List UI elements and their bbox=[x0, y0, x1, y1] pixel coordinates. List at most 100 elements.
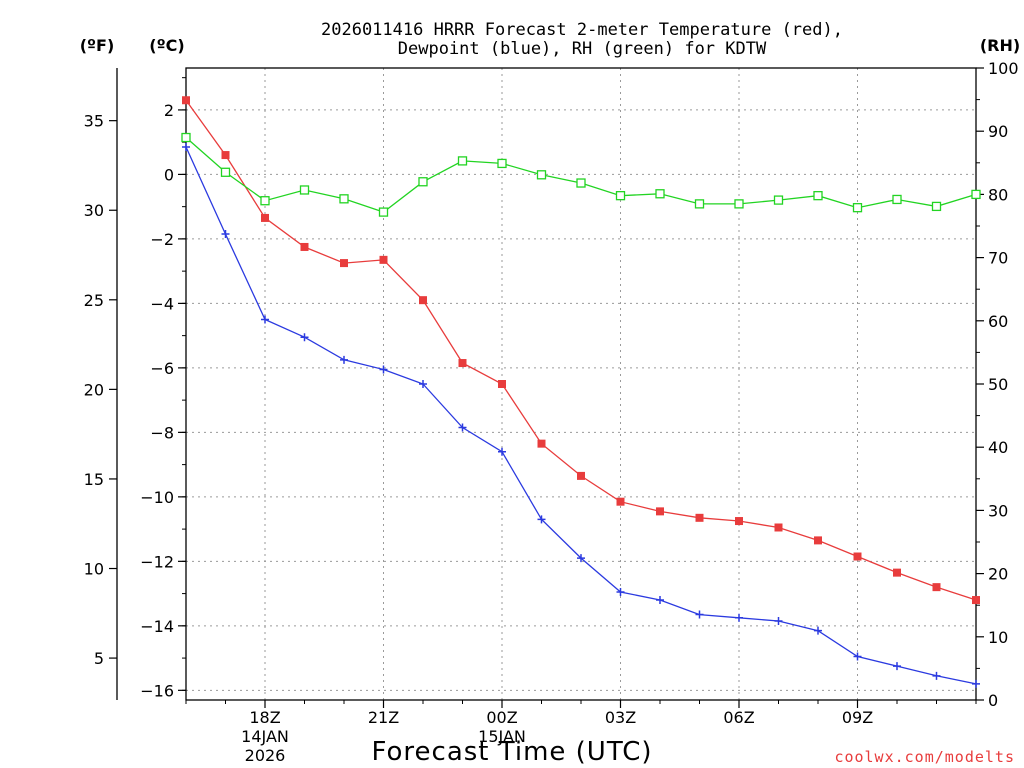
time-date-label: 15JAN bbox=[478, 727, 526, 746]
temperature-point bbox=[182, 96, 190, 105]
fahrenheit-tick-label: 25 bbox=[84, 291, 104, 310]
rh-tick-label: 70 bbox=[988, 249, 1008, 268]
temperature-point bbox=[340, 259, 348, 268]
celsius-tick-label: −4 bbox=[150, 294, 174, 313]
fahrenheit-unit-label: (ºF) bbox=[80, 36, 115, 55]
dewpoint-point bbox=[972, 679, 980, 688]
rh-tick-label: 0 bbox=[988, 691, 998, 710]
rh-point bbox=[220, 167, 231, 177]
rh-point bbox=[576, 178, 586, 188]
fahrenheit-tick-label: 15 bbox=[84, 470, 104, 489]
dewpoint-point bbox=[419, 380, 427, 388]
celsius-tick-label: 0 bbox=[164, 165, 174, 184]
time-tick-label: 06Z bbox=[723, 708, 754, 727]
fahrenheit-tick-label: 20 bbox=[84, 380, 104, 399]
rh-point bbox=[773, 195, 784, 205]
rh-point bbox=[852, 203, 863, 213]
temperature-point bbox=[616, 497, 625, 506]
temperature-point bbox=[774, 523, 783, 532]
time-tick-label: 03Z bbox=[605, 708, 636, 727]
rh-tick-label: 100 bbox=[988, 59, 1019, 78]
rh-point bbox=[260, 196, 270, 206]
celsius-unit-label: (ºC) bbox=[149, 36, 184, 55]
rh-point bbox=[971, 189, 981, 200]
celsius-axis: 2 0 −2 −4 −6 −8 −10 −12 −14 −16 bbox=[140, 77, 186, 700]
dewpoint-point bbox=[379, 365, 388, 374]
fahrenheit-tick-label: 30 bbox=[84, 201, 104, 220]
dewpoint-point bbox=[932, 671, 941, 680]
rh-point bbox=[299, 185, 310, 195]
temperature-point bbox=[853, 552, 862, 561]
rh-point bbox=[339, 194, 349, 204]
temperature-point bbox=[893, 568, 901, 577]
temperature-point bbox=[577, 471, 585, 480]
series-layer bbox=[181, 96, 981, 688]
series-temperature bbox=[182, 96, 980, 605]
dewpoint-point bbox=[340, 355, 348, 364]
dewpoint-point bbox=[498, 447, 506, 456]
rh-unit-label: (RH) bbox=[980, 36, 1020, 55]
temperature-point bbox=[814, 536, 822, 545]
chart-title-line1: 2026011416 HRRR Forecast 2-meter Tempera… bbox=[321, 20, 843, 40]
rh-point bbox=[813, 191, 823, 201]
dewpoint-point bbox=[300, 333, 309, 342]
celsius-tick-label: −8 bbox=[150, 423, 174, 442]
dewpoint-point bbox=[695, 610, 704, 619]
rh-point bbox=[892, 194, 902, 205]
rh-tick-label: 60 bbox=[988, 312, 1008, 331]
credit-text: coolwx.com/modelts bbox=[834, 748, 1015, 766]
chart-title-line2: Dewpoint (blue), RH (green) for KDTW bbox=[398, 39, 767, 59]
temperature-point bbox=[221, 151, 230, 160]
temperature-point bbox=[498, 380, 506, 388]
time-year-label: 2026 bbox=[245, 746, 286, 765]
rh-point bbox=[457, 156, 468, 166]
temperature-point bbox=[932, 583, 941, 592]
rh-point bbox=[694, 199, 705, 209]
rh-tick-label: 90 bbox=[988, 122, 1008, 141]
dewpoint-point bbox=[182, 143, 190, 151]
rh-tick-label: 80 bbox=[988, 185, 1008, 204]
rh-tick-label: 20 bbox=[988, 565, 1008, 584]
time-tick-label: 09Z bbox=[842, 708, 873, 727]
celsius-tick-label: −6 bbox=[150, 359, 174, 378]
dewpoint-point bbox=[853, 652, 862, 661]
rh-point bbox=[536, 170, 547, 180]
x-axis-label: Forecast Time (UTC) bbox=[371, 737, 652, 767]
series-rh bbox=[181, 132, 981, 217]
celsius-tick-label: −16 bbox=[140, 681, 174, 700]
celsius-tick-label: −12 bbox=[140, 552, 174, 571]
temperature-point bbox=[735, 517, 743, 526]
time-date-label: 14JAN bbox=[241, 727, 289, 746]
fahrenheit-tick-label: 5 bbox=[94, 649, 104, 668]
rh-tick-label: 10 bbox=[988, 628, 1008, 647]
celsius-tick-label: 2 bbox=[164, 101, 174, 120]
rh-tick-label: 50 bbox=[988, 375, 1008, 394]
plot-frame bbox=[185, 67, 977, 701]
temperature-point bbox=[656, 507, 664, 516]
temperature-point bbox=[695, 513, 704, 522]
time-tick-label: 21Z bbox=[368, 708, 399, 727]
dewpoint-point bbox=[577, 554, 585, 563]
rh-tick-label: 40 bbox=[988, 438, 1008, 457]
temperature-point bbox=[261, 213, 269, 222]
rh-point bbox=[181, 132, 191, 143]
rh-point bbox=[655, 189, 665, 199]
celsius-tick-label: −10 bbox=[140, 488, 174, 507]
rh-point bbox=[497, 158, 507, 169]
temperature-point bbox=[419, 296, 427, 305]
dewpoint-point bbox=[656, 596, 664, 605]
fahrenheit-tick-label: 35 bbox=[84, 112, 104, 131]
dewpoint-point bbox=[814, 626, 822, 635]
rh-point bbox=[615, 191, 626, 201]
fahrenheit-tick-label: 10 bbox=[84, 560, 104, 579]
dewpoint-point bbox=[735, 613, 743, 622]
dewpoint-point bbox=[221, 230, 230, 239]
temperature-point bbox=[300, 242, 309, 251]
dewpoint-point bbox=[458, 423, 467, 432]
dewpoint-point bbox=[616, 587, 625, 596]
dewpoint-point bbox=[893, 662, 901, 671]
rh-point bbox=[418, 177, 428, 187]
